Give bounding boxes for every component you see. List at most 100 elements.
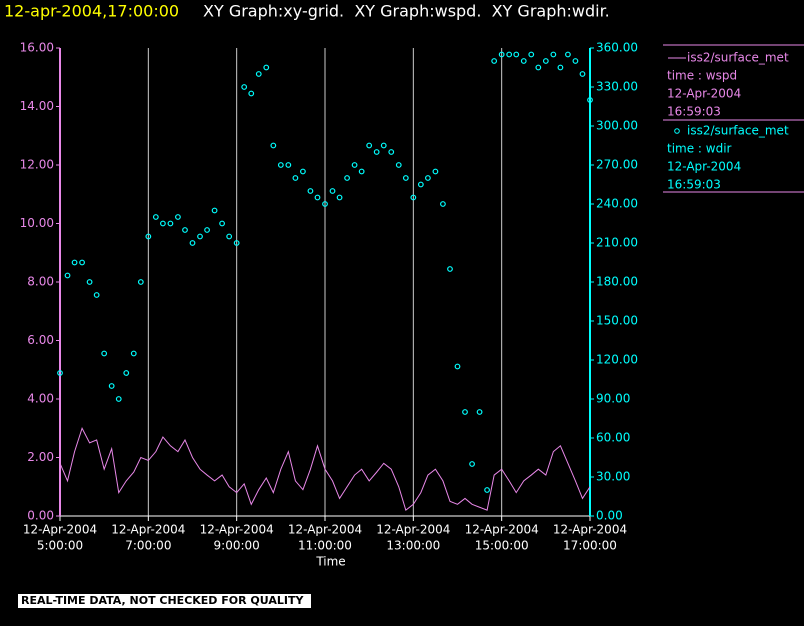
y-tick-label: 6.00 <box>27 333 54 347</box>
x-axis-title: Time <box>315 555 345 569</box>
y2-tick-label: 60.00 <box>596 431 630 445</box>
data-point <box>440 201 446 207</box>
data-point <box>432 168 439 175</box>
data-point <box>130 350 137 357</box>
x-tick-label: 5:00:00 <box>37 539 83 553</box>
data-point <box>395 162 402 168</box>
chart-title: XY Graph:xy-grid. XY Graph:wspd. XY Grap… <box>203 2 610 21</box>
data-point <box>513 51 520 58</box>
data-point <box>402 175 409 181</box>
y2-tick-label: 330.00 <box>596 80 638 94</box>
x-tick-label: 11:00:00 <box>298 539 352 553</box>
data-point <box>108 383 115 389</box>
data-point <box>373 149 380 155</box>
data-point <box>64 272 71 279</box>
data-point <box>535 64 542 71</box>
data-point <box>270 142 277 149</box>
data-point <box>344 175 350 181</box>
y2-tick-label: 180.00 <box>596 275 638 289</box>
y2-tick-label: 120.00 <box>596 353 638 367</box>
data-point <box>520 58 527 64</box>
data-point <box>233 240 240 246</box>
data-point <box>175 214 181 220</box>
y2-tick-label: 210.00 <box>596 236 638 250</box>
y-tick-label: 0.00 <box>27 509 54 523</box>
data-point <box>380 142 387 149</box>
data-point <box>204 227 210 233</box>
data-point <box>57 370 63 376</box>
data-point <box>322 201 328 207</box>
data-point <box>248 90 255 97</box>
data-point <box>137 279 144 285</box>
y2-tick-label: 30.00 <box>596 470 630 484</box>
data-point <box>506 51 513 58</box>
data-point <box>71 259 78 266</box>
y2-tick-label: 90.00 <box>596 392 630 406</box>
data-point <box>285 162 292 168</box>
title-time: 12-apr-2004,17:00:00 <box>4 2 179 21</box>
data-point <box>491 58 498 64</box>
x-tick-label: 12-Apr-2004 <box>23 523 97 537</box>
x-tick-label: 12-Apr-2004 <box>376 523 450 537</box>
data-point <box>255 71 262 77</box>
data-point <box>587 97 593 103</box>
x-tick-label: 12-Apr-2004 <box>553 523 627 537</box>
legend-detail: time : wspd <box>667 69 737 83</box>
data-point <box>498 51 505 58</box>
data-point <box>241 84 248 90</box>
data-point <box>93 292 100 298</box>
y2-tick-label: 0.00 <box>596 509 623 523</box>
data-point <box>101 350 108 357</box>
legend-detail: time : wdir <box>667 142 732 156</box>
data-point <box>425 175 431 181</box>
x-tick-label: 12-Apr-2004 <box>465 523 539 537</box>
x-tick-label: 17:00:00 <box>563 539 617 553</box>
legend-swatch <box>674 128 680 134</box>
data-point <box>115 396 122 402</box>
y2-tick-label: 150.00 <box>596 314 638 328</box>
data-point <box>292 175 299 181</box>
data-point <box>447 266 453 272</box>
data-point <box>462 409 468 415</box>
y2-tick-label: 270.00 <box>596 158 638 172</box>
y-tick-label: 16.00 <box>20 41 54 55</box>
data-point <box>277 162 284 168</box>
data-point <box>572 58 579 64</box>
x-tick-label: 7:00:00 <box>125 539 171 553</box>
data-point <box>417 181 424 188</box>
y2-tick-label: 360.00 <box>596 41 638 55</box>
x-tick-label: 12-Apr-2004 <box>288 523 362 537</box>
data-point <box>197 233 203 240</box>
legend-detail: 16:59:03 <box>667 178 721 192</box>
data-point <box>307 188 314 194</box>
data-point <box>300 168 306 175</box>
data-point <box>550 51 557 58</box>
legend-detail: 12-Apr-2004 <box>667 87 741 101</box>
data-point <box>565 51 571 58</box>
data-point <box>351 162 358 168</box>
legend-label: iss2/surface_met <box>687 51 789 65</box>
x-tick-label: 12-Apr-2004 <box>111 523 185 537</box>
data-point <box>219 220 225 227</box>
data-point <box>152 214 159 220</box>
y-tick-label: 4.00 <box>27 392 54 406</box>
legend-detail: 12-Apr-2004 <box>667 160 741 174</box>
data-point <box>182 227 188 233</box>
data-point <box>211 207 218 214</box>
y2-tick-label: 300.00 <box>596 119 638 133</box>
footer-box <box>18 594 311 608</box>
x-tick-label: 12-Apr-2004 <box>200 523 274 537</box>
data-point <box>476 409 483 415</box>
data-point <box>557 64 564 71</box>
data-point <box>484 487 490 493</box>
data-point <box>528 51 535 58</box>
y-tick-label: 2.00 <box>27 450 54 464</box>
data-point <box>454 363 461 370</box>
data-point <box>226 233 233 240</box>
data-point <box>263 64 270 71</box>
x-tick-label: 13:00:00 <box>386 539 440 553</box>
data-point <box>167 220 174 227</box>
footer: REAL-TIME DATA, NOT CHECKED FOR QUALITY <box>21 594 304 607</box>
data-point <box>410 194 417 201</box>
data-point <box>366 142 373 149</box>
